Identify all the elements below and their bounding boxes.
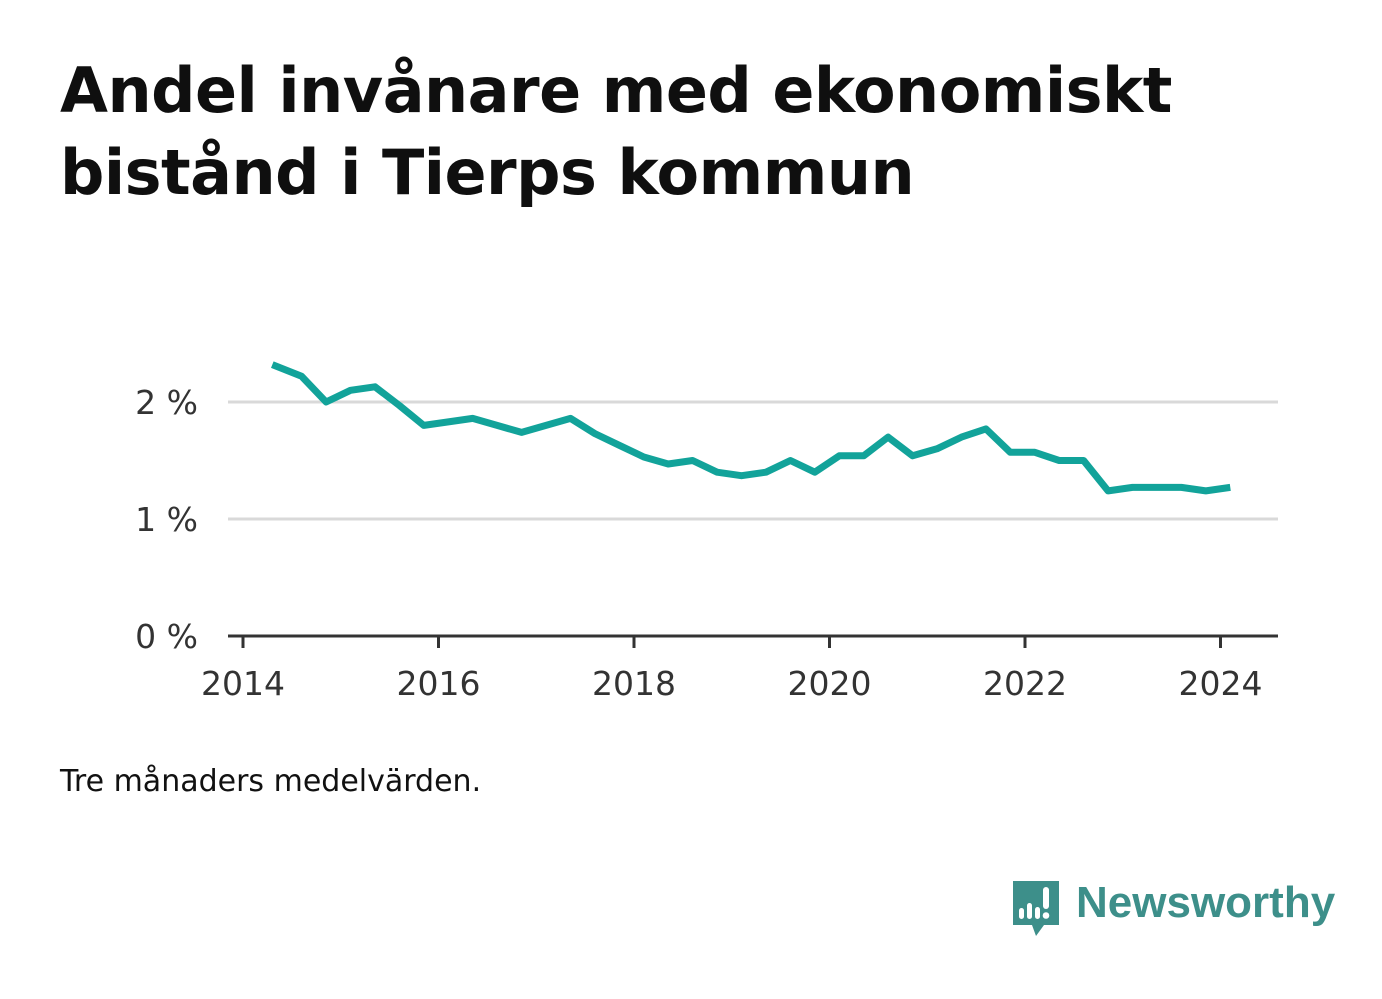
y-tick-label: 0 % [135, 617, 198, 656]
x-tick-label: 2014 [201, 664, 285, 703]
brand-name: Newsworthy [1076, 878, 1336, 927]
series [271, 361, 1231, 495]
gridlines [228, 400, 1278, 521]
newsworthy-logo-icon [1013, 881, 1059, 936]
y-tick-label: 2 % [135, 383, 198, 422]
x-tick-label: 2022 [983, 664, 1067, 703]
footnote: Tre månaders medelvärden. [60, 764, 482, 799]
brand-logo[interactable]: Newsworthy [1010, 878, 1335, 942]
x-tick-label: 2024 [1179, 664, 1263, 703]
x-axis [228, 634, 1278, 648]
x-tick-label: 2016 [397, 664, 481, 703]
chart-title: Andel invånare med ekonomiskt bistånd i … [60, 54, 1172, 209]
y-tick-label: 1 % [135, 500, 198, 539]
series-line [271, 361, 1231, 495]
x-tick-label: 2020 [788, 664, 872, 703]
x-axis-labels: 2014 2016 2018 2020 2022 2024 [201, 664, 1262, 703]
y-axis-labels: 0 % 1 % 2 % [135, 383, 198, 656]
x-tick-label: 2018 [592, 664, 676, 703]
